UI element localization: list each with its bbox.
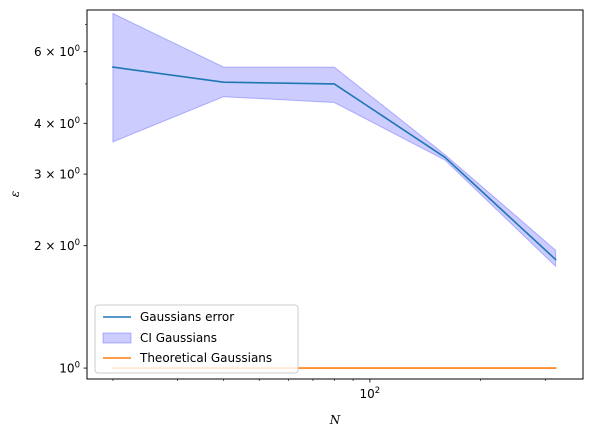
legend: Gaussians error CI Gaussians Theoretical… <box>94 304 299 374</box>
series-line-gaussians-error <box>111 66 557 261</box>
tick-labels: 102 100 2 × 100 3 × 100 4 × 100 6 × 100 <box>34 44 380 401</box>
legend-label-gaussians-error: Gaussians error <box>140 310 234 324</box>
legend-swatch-ci-gaussians <box>102 332 132 344</box>
legend-label-theoretical-gaussians: Theoretical Gaussians <box>139 351 272 365</box>
band-ci-gaussians <box>112 12 557 268</box>
x-axis-label: N <box>329 413 341 427</box>
ticks <box>83 24 546 383</box>
y-tick-label: 6 × 100 <box>34 44 80 59</box>
y-tick-label: 2 × 100 <box>34 238 80 253</box>
y-axis-label: ε <box>8 191 22 197</box>
axes-frame <box>86 9 584 380</box>
x-tick-label: 102 <box>360 386 381 401</box>
y-tick-label: 100 <box>59 361 80 376</box>
legend-box <box>94 304 299 374</box>
y-tick-label: 3 × 100 <box>34 167 80 182</box>
legend-label-ci-gaussians: CI Gaussians <box>140 331 217 345</box>
y-tick-label: 4 × 100 <box>34 116 80 131</box>
